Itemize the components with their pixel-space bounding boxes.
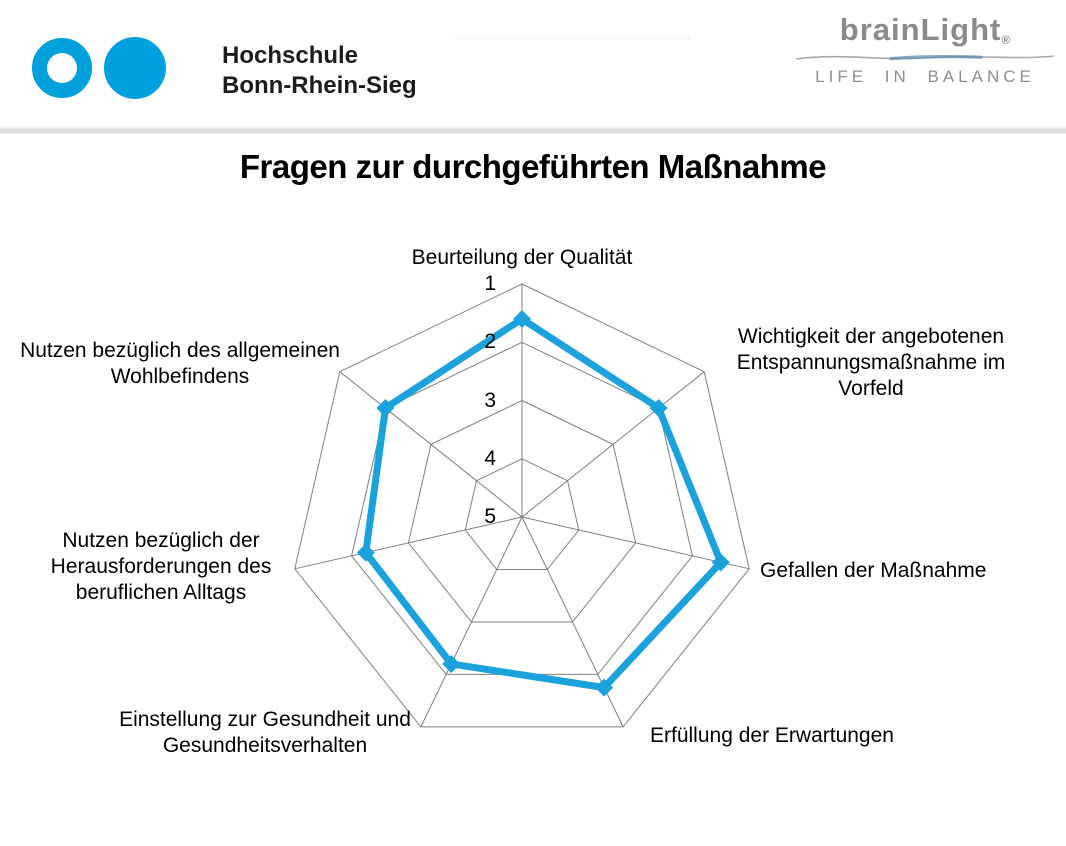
brand-name: brainLight (839, 12, 1002, 47)
radar-tick-label: 2 (484, 330, 496, 354)
radar-marker (711, 553, 730, 572)
registered-trademark-icon: ® (1001, 33, 1011, 48)
axis-label-nutzen-herausforderungen: Nutzen bezüglich der Herausforderungen d… (50, 529, 272, 604)
university-logo-ring-icon (32, 38, 92, 98)
radar-series-polygon (362, 314, 725, 692)
page-title: Fragen zur durchgeführten Maßnahme (239, 148, 827, 185)
radar-tick-label: 3 (484, 388, 496, 412)
radar-marker (649, 399, 668, 418)
radar-marker (356, 543, 375, 562)
radar-marker (595, 678, 614, 697)
university-name: Hochschule Bonn-Rhein-Sieg (222, 41, 417, 101)
axis-label-einstellung: Einstellung zur Gesundheit und Gesundhei… (119, 708, 411, 757)
faint-scan-artifact (455, 37, 690, 39)
radar-marker (442, 654, 461, 673)
radar-tick-label: 4 (484, 446, 496, 470)
university-name-line1: Hochschule (222, 42, 359, 69)
header: Hochschule Bonn-Rhein-Sieg brainLight® L… (0, 0, 1066, 127)
radar-grid-ring (464, 458, 580, 570)
radar-spoke (521, 516, 750, 570)
radar-marker (376, 399, 395, 418)
axis-label-wichtigkeit: Wichtigkeit der angebotenen Entspannungs… (736, 325, 1006, 400)
radar-grid-ring (294, 283, 750, 728)
header-divider (0, 127, 1066, 134)
swoosh-icon (796, 54, 1054, 61)
brand-logo: brainLight® LIFE IN BALANCE (795, 12, 1055, 87)
brand-tagline: LIFE IN BALANCE (815, 67, 1035, 86)
radar-tick-label: 5 (484, 505, 496, 528)
radar-spoke (420, 516, 523, 728)
radar-spoke (521, 371, 705, 518)
university-logo-dot-icon (104, 37, 166, 99)
radar-spoke (339, 371, 523, 518)
radar-spoke (294, 516, 523, 570)
axis-label-gefallen: Gefallen der Maßnahme (760, 559, 987, 582)
radar-tick-label: 1 (484, 272, 496, 295)
radar-marker (513, 309, 531, 328)
axis-label-erfuellung: Erfüllung der Erwartungen (650, 724, 894, 747)
radar-grid-ring (407, 399, 637, 623)
university-name-line2: Bonn-Rhein-Sieg (222, 72, 417, 99)
axis-label-nutzen-wohlbefinden: Nutzen bezüglich des allgemeinen Wohlbef… (20, 339, 340, 388)
axis-label-beurteilung: Beurteilung der Qualität (411, 246, 633, 269)
